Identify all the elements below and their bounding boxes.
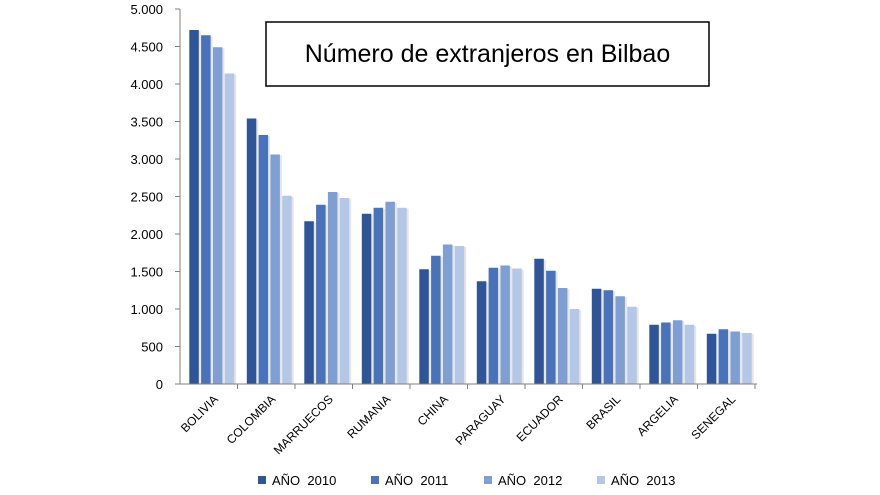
- x-category-label: BOLIVIA: [178, 392, 221, 435]
- x-category-label: COLOMBIA: [224, 392, 279, 447]
- bar-paraguay-series-2: [488, 267, 499, 384]
- y-tick-label: 3.000: [130, 152, 163, 167]
- y-tick-label: 4.000: [130, 77, 163, 92]
- y-tick-label: 3.500: [130, 115, 163, 130]
- bar-ecuador-series-2: [546, 270, 556, 384]
- bar-marruecos-series-3: [327, 192, 338, 384]
- x-category-label: BRASIL: [583, 392, 623, 432]
- bar-rumania-series-4: [397, 207, 407, 384]
- bar-senegal-series-3: [730, 331, 740, 384]
- bar-marruecos-series-4: [339, 198, 350, 384]
- y-tick-label: 4.500: [130, 40, 163, 55]
- x-category-label: ECUADOR: [514, 392, 567, 445]
- x-category-label: RUMANIA: [344, 392, 393, 441]
- legend-label: AÑO 2011: [385, 473, 448, 488]
- legend-swatch: [258, 476, 266, 484]
- bar-ecuador-series-3: [557, 288, 568, 384]
- bars: [189, 30, 754, 384]
- bar-china-series-1: [419, 269, 429, 384]
- x-category-label: MARRUECOS: [271, 392, 336, 457]
- x-category-label: PARAGUAY: [453, 392, 509, 448]
- x-category-label: SENEGAL: [688, 392, 738, 442]
- bar-bolivia-series-3: [212, 47, 223, 384]
- bar-paraguay-series-1: [476, 281, 487, 384]
- x-category-label: CHINA: [415, 392, 451, 428]
- chart-title: Número de extranjeros en Bilbao: [305, 40, 670, 68]
- bar-rumania-series-3: [385, 201, 395, 384]
- bar-senegal-series-4: [742, 333, 752, 384]
- bar-colombia-series-4: [282, 195, 292, 384]
- bar-argelia-series-2: [661, 322, 671, 384]
- bar-paraguay-series-3: [500, 265, 510, 384]
- y-tick-label: 5.000: [130, 2, 163, 17]
- bar-colombia-series-2: [258, 135, 269, 384]
- legend-swatch: [371, 476, 379, 484]
- y-tick-label: 0: [156, 377, 163, 392]
- legend-label: AÑO 2010: [272, 473, 336, 488]
- bar-marruecos-series-2: [316, 204, 326, 384]
- bar-ecuador-series-4: [569, 309, 580, 384]
- bar-senegal-series-1: [706, 333, 717, 384]
- bar-bolivia-series-1: [189, 30, 199, 384]
- legend-swatch: [597, 476, 605, 484]
- bar-rumania-series-2: [373, 207, 384, 384]
- bar-bolivia-series-2: [201, 35, 211, 384]
- bar-paraguay-series-4: [512, 268, 522, 384]
- bar-china-series-2: [431, 255, 441, 384]
- legend: AÑO 2010 AÑO 2011 AÑO 2012 AÑO 2013: [258, 473, 675, 488]
- chart-title-box: Número de extranjeros en Bilbao: [265, 21, 710, 87]
- legend-label: AÑO 2013: [611, 473, 675, 488]
- bar-china-series-4: [454, 246, 465, 384]
- y-tick-label: 2.500: [130, 190, 163, 205]
- y-tick-label: 1.500: [130, 265, 163, 280]
- y-tick-label: 2.000: [130, 227, 163, 242]
- bar-senegal-series-2: [718, 329, 729, 384]
- bar-brasil-series-4: [627, 306, 637, 384]
- bar-brasil-series-3: [615, 296, 625, 384]
- bar-argelia-series-1: [649, 324, 659, 384]
- bar-colombia-series-1: [246, 118, 257, 384]
- bar-marruecos-series-1: [304, 221, 314, 384]
- bar-colombia-series-3: [270, 154, 280, 384]
- bar-brasil-series-1: [591, 288, 602, 384]
- bar-ecuador-series-1: [534, 258, 544, 384]
- bar-brasil-series-2: [603, 290, 614, 384]
- bar-argelia-series-3: [672, 320, 683, 384]
- bar-bolivia-series-4: [224, 73, 235, 384]
- y-axis: 0 500 1.000 1.500 2.000 2.500 3.000 3.500 4.000 4…: [130, 2, 181, 392]
- x-category-label: ARGELIA: [634, 392, 681, 439]
- y-tick-label: 500: [141, 340, 163, 355]
- legend-swatch: [484, 476, 492, 484]
- bar-argelia-series-4: [684, 324, 695, 384]
- legend-label: AÑO 2012: [498, 473, 562, 488]
- y-tick-label: 1.000: [130, 302, 163, 317]
- bar-china-series-3: [442, 244, 453, 384]
- bar-rumania-series-1: [361, 213, 372, 384]
